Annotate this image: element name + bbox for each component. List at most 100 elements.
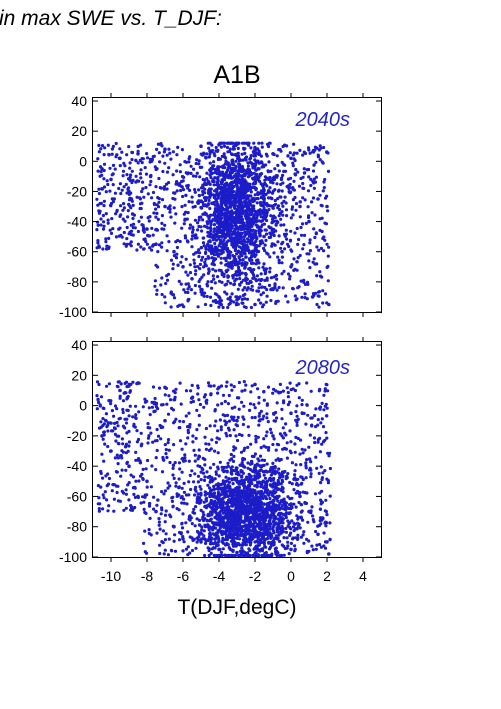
data-point xyxy=(177,426,181,430)
data-point xyxy=(280,516,284,520)
data-point xyxy=(188,188,192,192)
data-point xyxy=(303,282,307,286)
data-point xyxy=(221,229,225,233)
data-point xyxy=(312,436,317,440)
data-point xyxy=(320,204,324,208)
data-point xyxy=(107,504,111,508)
data-point xyxy=(171,504,175,508)
data-point xyxy=(219,261,223,265)
data-point xyxy=(136,144,140,148)
scenario-title: A1B xyxy=(213,61,260,89)
data-point xyxy=(199,290,203,294)
data-point xyxy=(239,252,243,256)
data-point xyxy=(295,414,299,418)
data-point xyxy=(262,463,266,467)
data-point xyxy=(302,278,306,282)
data-point xyxy=(253,415,257,420)
data-point xyxy=(194,174,198,178)
data-point xyxy=(230,166,234,170)
data-point xyxy=(193,283,197,288)
data-point xyxy=(257,459,261,463)
data-point xyxy=(253,154,257,158)
data-point xyxy=(224,242,228,246)
data-point xyxy=(171,150,175,154)
data-point xyxy=(264,176,269,180)
data-point xyxy=(192,252,196,256)
data-point xyxy=(233,178,237,182)
data-point xyxy=(302,233,307,237)
data-point xyxy=(298,253,302,258)
data-point xyxy=(257,298,261,302)
data-point xyxy=(274,274,278,278)
data-point xyxy=(212,384,216,388)
data-point xyxy=(197,448,201,452)
data-point xyxy=(206,381,211,385)
data-point xyxy=(156,196,160,200)
data-point xyxy=(231,543,235,547)
data-point xyxy=(242,305,246,309)
data-point xyxy=(150,464,154,468)
data-point xyxy=(227,230,231,234)
data-point xyxy=(165,234,169,238)
data-point xyxy=(228,183,232,187)
data-point xyxy=(314,160,318,164)
data-point xyxy=(203,523,207,527)
data-point xyxy=(205,518,209,523)
data-point xyxy=(275,442,279,446)
data-point xyxy=(256,533,260,537)
data-point xyxy=(205,152,209,156)
data-point xyxy=(326,209,330,213)
data-point xyxy=(114,470,118,474)
data-point xyxy=(284,422,288,426)
data-point xyxy=(199,478,203,482)
data-point xyxy=(271,152,275,156)
data-point xyxy=(208,533,212,537)
data-point xyxy=(216,429,220,433)
data-point xyxy=(249,305,253,310)
data-point xyxy=(124,244,128,248)
data-point xyxy=(120,150,124,154)
data-point xyxy=(315,302,319,307)
data-point xyxy=(246,213,250,217)
data-point xyxy=(168,210,172,214)
data-point xyxy=(190,230,195,234)
data-point xyxy=(214,419,218,423)
data-point xyxy=(195,529,200,534)
data-point xyxy=(186,290,190,295)
data-point xyxy=(218,213,222,217)
data-point xyxy=(265,278,269,282)
data-point xyxy=(188,263,192,267)
data-point xyxy=(246,223,250,227)
data-point xyxy=(207,240,211,244)
data-point xyxy=(160,292,164,297)
data-point xyxy=(317,248,321,252)
data-point xyxy=(260,305,265,309)
data-point xyxy=(184,257,188,261)
data-point xyxy=(142,195,146,199)
data-point xyxy=(163,147,167,151)
data-point xyxy=(203,435,207,439)
data-point xyxy=(256,191,260,196)
data-point xyxy=(206,280,210,284)
data-point xyxy=(244,272,248,277)
data-point xyxy=(165,278,170,282)
data-point xyxy=(205,470,209,474)
data-point xyxy=(171,173,175,177)
data-point xyxy=(239,212,243,216)
data-point xyxy=(177,461,182,465)
data-point xyxy=(207,442,211,446)
data-point xyxy=(212,462,216,466)
data-point xyxy=(255,539,259,543)
data-point xyxy=(154,468,158,472)
data-point xyxy=(214,472,218,476)
data-point xyxy=(284,201,288,205)
data-point xyxy=(309,389,313,393)
data-point xyxy=(187,459,191,463)
data-point xyxy=(162,492,166,496)
data-point xyxy=(241,278,245,282)
data-point xyxy=(139,431,143,435)
data-point xyxy=(174,240,178,244)
data-point xyxy=(204,541,208,546)
data-point xyxy=(311,196,316,200)
data-point xyxy=(209,510,213,514)
